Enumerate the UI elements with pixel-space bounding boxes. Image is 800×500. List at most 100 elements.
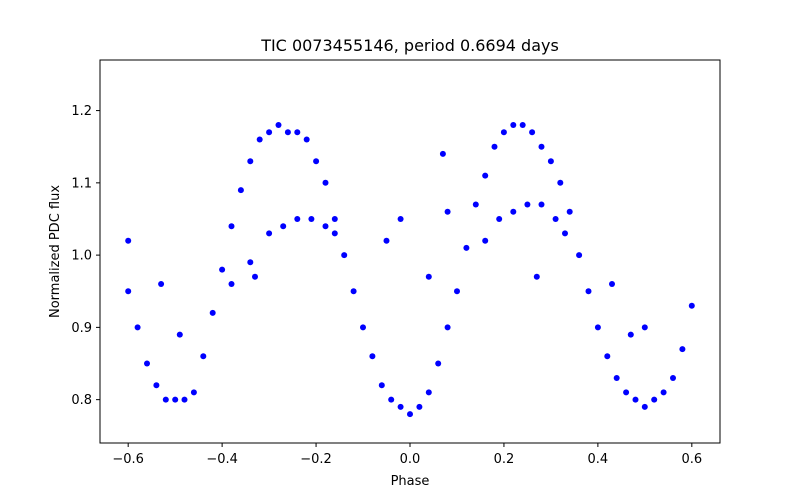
data-point	[585, 288, 592, 295]
x-tick-label: −0.2	[300, 452, 332, 467]
x-axis-label: Phase	[391, 474, 430, 489]
data-point	[237, 187, 244, 194]
x-tick-label: 0.4	[588, 452, 609, 467]
data-point	[294, 216, 301, 222]
data-point	[172, 396, 179, 403]
data-point	[388, 396, 395, 403]
data-point	[416, 403, 423, 410]
data-point	[397, 403, 404, 410]
data-point	[632, 396, 639, 403]
data-point	[510, 208, 517, 215]
data-point	[439, 150, 446, 157]
data-point	[153, 382, 160, 389]
data-point	[576, 252, 583, 259]
data-point	[308, 216, 315, 222]
x-tick-label: −0.4	[206, 452, 238, 467]
data-point	[529, 129, 536, 136]
data-point	[284, 129, 291, 136]
data-point	[482, 172, 489, 179]
data-point	[350, 288, 357, 295]
data-point	[604, 353, 611, 360]
data-point	[322, 179, 329, 186]
data-point	[294, 129, 301, 136]
data-point	[219, 266, 226, 273]
data-point	[280, 223, 287, 230]
data-point	[407, 411, 413, 418]
data-point	[510, 122, 517, 128]
data-point	[397, 216, 404, 222]
data-point	[491, 143, 498, 150]
y-axis-label: Normalized PDC flux	[48, 185, 63, 318]
data-point	[562, 230, 568, 237]
y-tick-label: 0.8	[71, 393, 92, 408]
data-point	[360, 324, 366, 331]
chart-title: TIC 0073455146, period 0.6694 days	[260, 36, 559, 55]
data-point	[247, 259, 254, 266]
data-points	[125, 122, 695, 418]
data-point	[275, 122, 282, 128]
data-point	[552, 216, 559, 222]
y-tick-label: 1.1	[71, 176, 92, 191]
data-point	[252, 273, 258, 280]
x-axis: −0.6 −0.4 −0.2 0.0 0.2 0.4 0.6	[112, 443, 702, 467]
data-point	[313, 158, 320, 165]
data-point	[303, 136, 310, 143]
y-tick-label: 0.9	[71, 321, 92, 336]
data-point	[641, 403, 648, 410]
data-point	[144, 360, 150, 367]
y-axis: 0.8 0.9 1.0 1.1 1.2	[71, 104, 100, 408]
data-point	[134, 324, 141, 331]
data-point	[341, 252, 348, 259]
data-point	[125, 237, 132, 244]
data-point	[472, 201, 479, 208]
data-point	[688, 302, 695, 309]
data-point	[613, 375, 620, 381]
data-point	[547, 158, 554, 165]
data-point	[627, 331, 634, 338]
data-point	[256, 136, 263, 143]
data-point	[538, 201, 545, 208]
data-point	[463, 244, 470, 251]
data-point	[322, 223, 329, 230]
data-point	[247, 158, 254, 165]
data-point	[496, 216, 503, 222]
data-point	[162, 396, 169, 403]
data-point	[228, 223, 235, 230]
data-point	[670, 375, 676, 381]
data-point	[557, 179, 564, 186]
x-tick-label: 0.2	[494, 452, 515, 467]
data-point	[444, 208, 451, 215]
data-point	[176, 331, 183, 338]
data-point	[266, 230, 273, 237]
data-point	[425, 273, 432, 280]
data-point	[190, 389, 197, 396]
data-point	[524, 201, 531, 208]
data-point	[500, 129, 507, 136]
data-point	[594, 324, 601, 331]
x-tick-label: 0.6	[681, 452, 702, 467]
data-point	[181, 396, 188, 403]
data-point	[369, 353, 376, 360]
data-point	[158, 281, 165, 287]
data-point	[378, 382, 385, 389]
data-point	[200, 353, 207, 360]
data-point	[609, 281, 615, 287]
data-point	[444, 324, 451, 331]
y-tick-label: 1.2	[71, 104, 92, 119]
x-tick-label: −0.6	[112, 452, 144, 467]
data-point	[566, 208, 573, 215]
data-point	[125, 288, 132, 295]
data-point	[331, 216, 338, 222]
plot-frame	[99, 59, 721, 444]
x-tick-label: 0.0	[400, 452, 421, 467]
data-point	[383, 237, 390, 244]
data-point	[435, 360, 442, 367]
data-point	[651, 396, 658, 403]
data-point	[660, 389, 667, 396]
data-point	[454, 288, 460, 295]
data-point	[266, 129, 273, 136]
data-point	[209, 309, 216, 316]
data-point	[482, 237, 489, 244]
data-point	[641, 324, 648, 331]
